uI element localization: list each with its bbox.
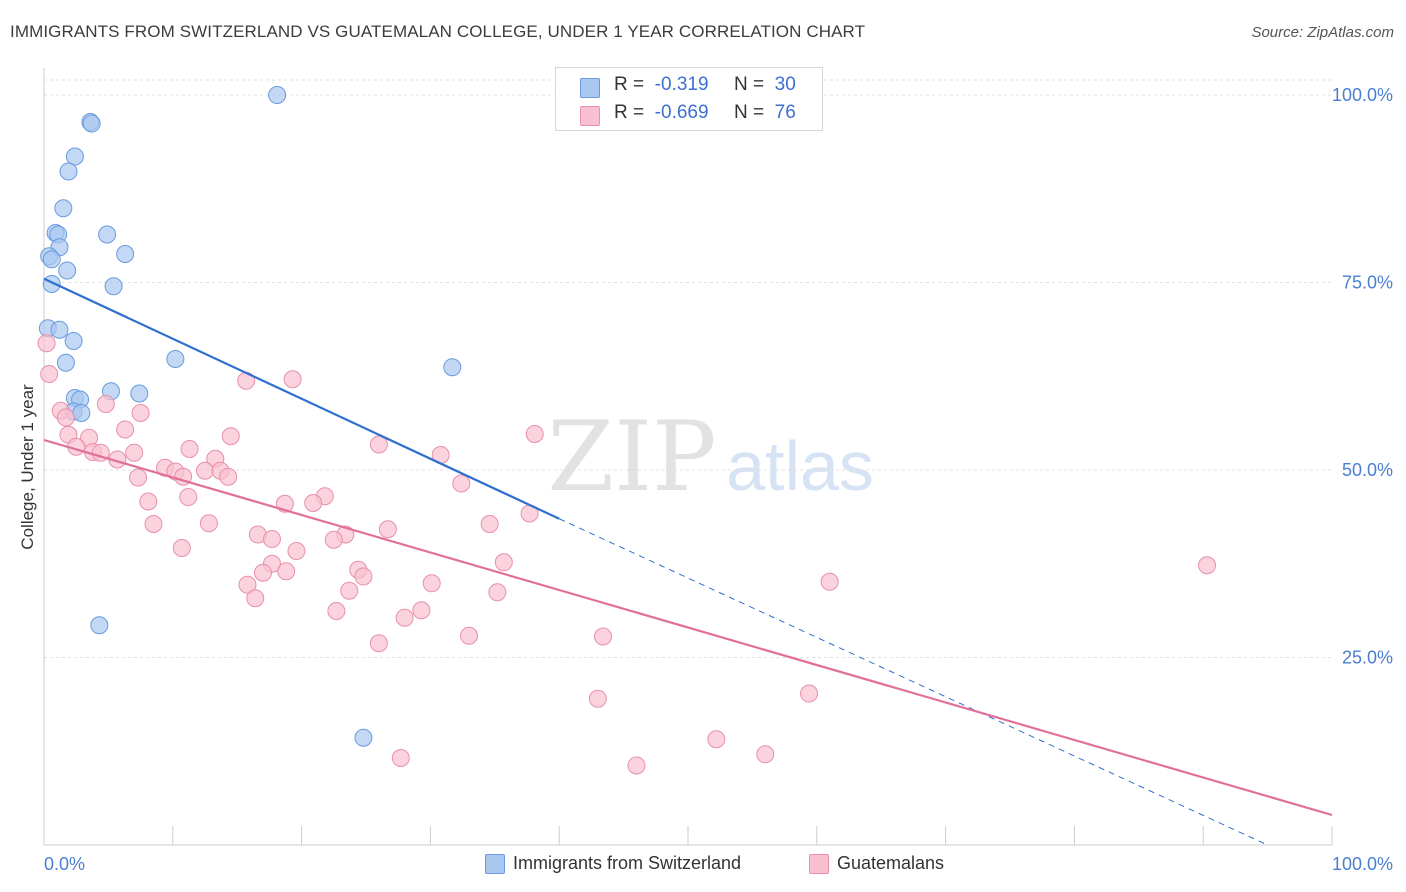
y-tick-label-2: 75.0%: [1342, 273, 1393, 293]
point-switzerland-19: [56, 353, 75, 372]
point-guatemalans-51: [354, 567, 373, 586]
point-guatemalans-39: [199, 514, 218, 533]
point-guatemalans-34: [304, 494, 323, 512]
point-guatemalans-45: [287, 542, 306, 560]
legend-row-switzerland: R = -0.319 N = 30: [556, 72, 822, 100]
point-guatemalans-56: [340, 581, 359, 600]
point-switzerland-23: [130, 384, 149, 403]
point-switzerland-5: [54, 199, 73, 218]
point-switzerland-13: [58, 261, 77, 280]
point-guatemalans-49: [277, 562, 296, 581]
point-switzerland-29: [354, 728, 373, 747]
point-switzerland-2: [82, 114, 101, 133]
point-guatemalans-1: [40, 365, 59, 383]
watermark-zip: ZIP: [547, 401, 716, 513]
point-guatemalans-41: [480, 515, 499, 533]
point-guatemalans-30: [179, 488, 198, 506]
trendline-extension-switzerland: [558, 518, 1268, 846]
point-guatemalans-52: [238, 575, 257, 594]
point-guatemalans-14: [369, 435, 388, 454]
y-tick-label-1: 50.0%: [1342, 460, 1393, 480]
x-tick-label-0: 0.0%: [44, 854, 85, 874]
legend-r-guatemalans: R = -0.669: [614, 102, 709, 123]
point-guatemalans-59: [327, 602, 346, 620]
point-guatemalans-62: [460, 626, 479, 645]
point-guatemalans-65: [800, 684, 819, 703]
legend-swatch-guatemalans: [580, 106, 600, 126]
point-guatemalans-7: [56, 408, 75, 427]
point-guatemalans-26: [219, 467, 238, 486]
point-switzerland-17: [50, 320, 69, 339]
point-switzerland-20: [166, 350, 185, 368]
point-guatemalans-55: [1198, 556, 1217, 575]
point-guatemalans-46: [494, 553, 513, 572]
source-label: Source: ZipAtlas.com: [1251, 24, 1394, 41]
point-guatemalans-58: [246, 589, 265, 608]
point-switzerland-27: [72, 404, 91, 422]
point-guatemalans-24: [196, 461, 214, 480]
legend-n-switzerland: N = 30: [734, 74, 796, 95]
trendline-guatemalans: [43, 438, 1333, 817]
point-guatemalans-68: [756, 745, 775, 764]
point-guatemalans-8: [116, 420, 135, 439]
point-guatemalans-54: [820, 572, 839, 591]
point-switzerland-8: [98, 225, 117, 244]
legend-r-switzerland: R = -0.319: [614, 74, 709, 95]
point-guatemalans-64: [369, 634, 388, 653]
correlation-legend: R = -0.319 N = 30 R = -0.669 N = 76: [555, 67, 823, 131]
point-guatemalans-0: [37, 334, 56, 353]
y-tick-label-3: 100.0%: [1332, 85, 1393, 105]
point-guatemalans-29: [452, 474, 471, 493]
legend-label-guatemalans: Guatemalans: [837, 853, 945, 873]
point-guatemalans-27: [129, 468, 148, 487]
series-legend: Immigrants from Switzerland Guatemalans: [0, 852, 1406, 878]
point-switzerland-21: [443, 358, 462, 377]
point-guatemalans-66: [588, 689, 607, 708]
point-switzerland-28: [90, 616, 109, 635]
point-switzerland-18: [64, 332, 83, 350]
point-guatemalans-50: [253, 563, 272, 582]
chart-title: IMMIGRANTS FROM SWITZERLAND VS GUATEMALA…: [10, 22, 866, 41]
point-switzerland-0: [268, 86, 287, 104]
point-guatemalans-67: [707, 730, 726, 749]
point-switzerland-4: [59, 162, 78, 181]
point-guatemalans-3: [283, 370, 302, 389]
point-guatemalans-42: [262, 530, 281, 548]
legend-swatch-switzerland: [580, 78, 600, 98]
point-switzerland-11: [42, 250, 61, 269]
point-guatemalans-18: [125, 443, 144, 462]
legend-swatch-switzerland-bottom: [485, 854, 505, 874]
point-guatemalans-32: [139, 492, 158, 511]
point-guatemalans-69: [391, 749, 410, 767]
y-tick-label-0: 25.0%: [1342, 648, 1393, 668]
point-guatemalans-63: [593, 627, 612, 646]
point-guatemalans-4: [96, 395, 115, 413]
x-tick-label-1: 100.0%: [1332, 854, 1393, 874]
point-guatemalans-11: [221, 427, 240, 446]
point-switzerland-3: [65, 147, 84, 166]
legend-n-guatemalans: N = 76: [734, 102, 796, 123]
legend-label-switzerland: Immigrants from Switzerland: [513, 853, 742, 873]
point-guatemalans-61: [395, 608, 414, 627]
point-guatemalans-6: [131, 404, 150, 422]
point-switzerland-15: [104, 277, 123, 296]
point-guatemalans-57: [488, 583, 507, 602]
legend-swatch-guatemalans-bottom: [809, 854, 829, 874]
point-guatemalans-37: [378, 520, 397, 539]
point-guatemalans-15: [180, 440, 199, 458]
point-guatemalans-43: [324, 530, 343, 549]
point-guatemalans-40: [144, 515, 163, 533]
watermark-atlas: atlas: [726, 427, 874, 505]
point-guatemalans-60: [412, 601, 431, 620]
point-guatemalans-53: [422, 574, 441, 593]
legend-row-guatemalans: R = -0.669 N = 76: [556, 100, 822, 128]
point-switzerland-12: [116, 245, 135, 263]
point-guatemalans-12: [525, 425, 544, 443]
point-guatemalans-70: [627, 756, 646, 775]
trendline-switzerland: [43, 277, 560, 520]
point-guatemalans-44: [172, 539, 191, 557]
